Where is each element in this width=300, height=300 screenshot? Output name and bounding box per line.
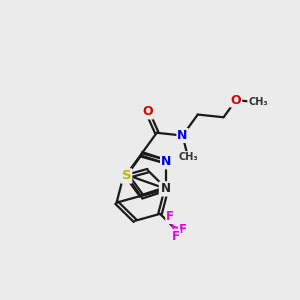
Text: N: N — [177, 129, 188, 142]
Text: N: N — [161, 182, 171, 195]
Text: O: O — [231, 94, 242, 106]
Text: N: N — [161, 155, 171, 168]
Text: F: F — [179, 223, 187, 236]
Text: S: S — [122, 169, 131, 182]
Text: CH₃: CH₃ — [178, 152, 198, 162]
Text: F: F — [172, 230, 180, 243]
Text: F: F — [166, 210, 174, 223]
Text: O: O — [142, 106, 153, 118]
Text: N: N — [160, 182, 170, 195]
Text: N: N — [161, 155, 171, 168]
Text: S: S — [122, 169, 131, 182]
Text: CH₃: CH₃ — [248, 98, 268, 107]
